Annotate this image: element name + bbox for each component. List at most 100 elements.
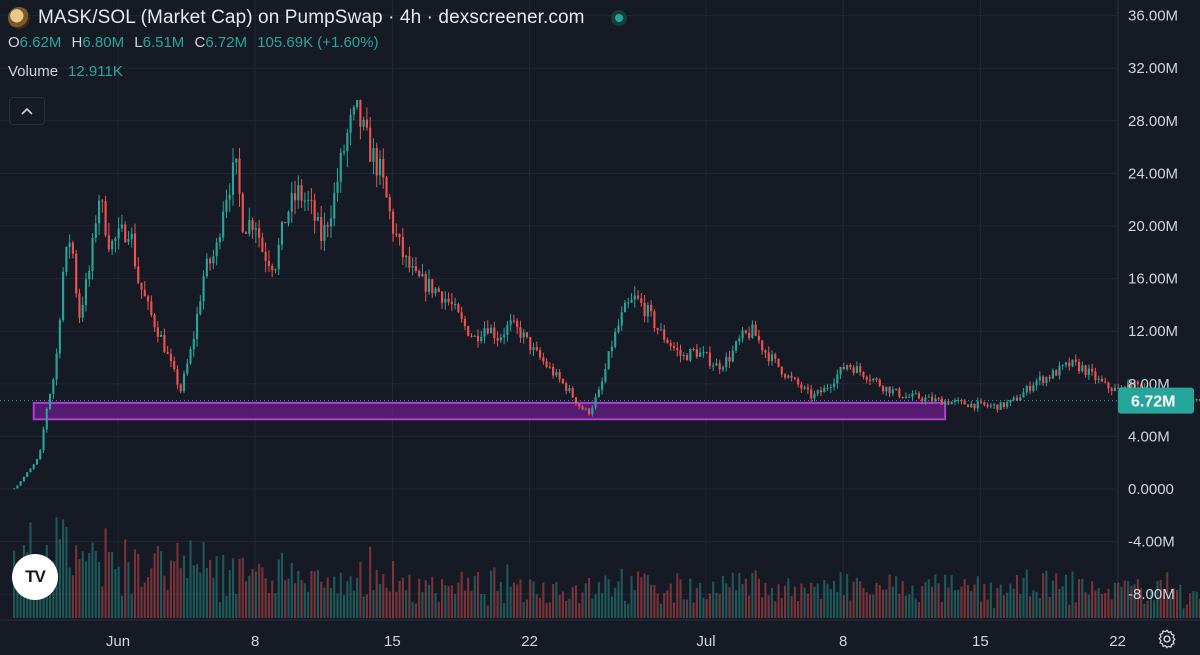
candle-body[interactable]	[101, 200, 104, 202]
candle-body[interactable]	[189, 349, 192, 364]
candle-body[interactable]	[228, 194, 231, 200]
candle-body[interactable]	[571, 388, 574, 398]
candle-body[interactable]	[875, 378, 878, 380]
candle-body[interactable]	[111, 240, 114, 250]
candle-body[interactable]	[13, 488, 16, 490]
candle-body[interactable]	[610, 346, 613, 352]
candle-body[interactable]	[555, 372, 558, 376]
candle-body[interactable]	[137, 266, 140, 283]
candle-body[interactable]	[476, 335, 480, 342]
candle-body[interactable]	[163, 334, 166, 352]
candle-body[interactable]	[29, 468, 32, 473]
candle-body[interactable]	[195, 314, 199, 339]
candle-body[interactable]	[444, 298, 447, 303]
candle-body[interactable]	[669, 343, 672, 347]
candle-body[interactable]	[927, 396, 930, 398]
candle-body[interactable]	[663, 329, 666, 340]
candle-body[interactable]	[463, 319, 466, 327]
candle-body[interactable]	[424, 273, 427, 292]
candle-body[interactable]	[356, 100, 359, 108]
candle-body[interactable]	[369, 127, 372, 162]
candle-body[interactable]	[336, 181, 339, 193]
candle-body[interactable]	[659, 329, 662, 331]
candle-body[interactable]	[405, 255, 408, 258]
candle-body[interactable]	[218, 237, 221, 243]
candle-body[interactable]	[601, 381, 604, 390]
candle-body[interactable]	[810, 389, 813, 399]
candle-body[interactable]	[1071, 359, 1074, 367]
candle-body[interactable]	[264, 251, 267, 261]
candle-body[interactable]	[640, 298, 643, 303]
candle-body[interactable]	[473, 335, 476, 337]
candle-body[interactable]	[947, 401, 950, 405]
candle-body[interactable]	[104, 201, 107, 236]
candle-body[interactable]	[26, 472, 29, 477]
candle-body[interactable]	[117, 228, 120, 239]
candle-body[interactable]	[898, 388, 901, 397]
candle-body[interactable]	[832, 383, 836, 387]
candle-body[interactable]	[1032, 385, 1035, 391]
candle-body[interactable]	[878, 379, 881, 387]
candle-body[interactable]	[499, 337, 502, 341]
candle-body[interactable]	[179, 384, 182, 392]
candle-body[interactable]	[535, 347, 538, 351]
candle-body[interactable]	[979, 401, 983, 403]
candle-body[interactable]	[565, 383, 568, 391]
candle-body[interactable]	[797, 378, 800, 385]
candle-body[interactable]	[525, 332, 529, 338]
candle-body[interactable]	[934, 398, 937, 402]
candle-body[interactable]	[532, 347, 535, 351]
candle-body[interactable]	[205, 258, 208, 277]
candle-body[interactable]	[708, 352, 711, 366]
candle-body[interactable]	[891, 389, 894, 394]
candle-body[interactable]	[346, 132, 349, 152]
candle-body[interactable]	[1074, 359, 1077, 362]
candle-body[interactable]	[862, 371, 865, 378]
candle-body[interactable]	[715, 363, 718, 366]
candle-body[interactable]	[199, 301, 202, 315]
candle-body[interactable]	[293, 193, 297, 201]
candle-body[interactable]	[251, 220, 254, 230]
candle-body[interactable]	[166, 351, 169, 354]
candle-body[interactable]	[496, 337, 499, 341]
candle-body[interactable]	[434, 288, 437, 294]
candle-body[interactable]	[169, 353, 172, 361]
candle-body[interactable]	[793, 377, 796, 379]
candle-body[interactable]	[124, 224, 127, 242]
candle-body[interactable]	[1084, 365, 1087, 376]
candle-body[interactable]	[542, 357, 545, 362]
candle-body[interactable]	[617, 325, 620, 333]
candle-body[interactable]	[244, 232, 248, 234]
candle-body[interactable]	[672, 346, 676, 348]
candle-body[interactable]	[653, 311, 656, 329]
candle-body[interactable]	[787, 375, 790, 378]
candle-body[interactable]	[212, 256, 215, 264]
candle-body[interactable]	[388, 197, 391, 212]
candle-body[interactable]	[584, 408, 587, 410]
candle-body[interactable]	[68, 242, 71, 247]
candle-body[interactable]	[133, 233, 137, 267]
candle-body[interactable]	[97, 200, 101, 224]
candle-body[interactable]	[646, 305, 649, 317]
candle-body[interactable]	[1133, 381, 1136, 391]
candle-body[interactable]	[503, 334, 506, 338]
candle-body[interactable]	[1091, 368, 1094, 372]
candle-body[interactable]	[372, 148, 375, 162]
candle-body[interactable]	[460, 312, 463, 320]
candle-body[interactable]	[620, 312, 623, 326]
candle-body[interactable]	[770, 354, 774, 362]
candle-body[interactable]	[692, 348, 695, 350]
candle-body[interactable]	[225, 199, 228, 212]
candle-body[interactable]	[1195, 399, 1198, 401]
candle-body[interactable]	[42, 429, 45, 451]
candle-body[interactable]	[156, 327, 159, 337]
candle-body[interactable]	[548, 366, 551, 368]
candle-body[interactable]	[329, 218, 333, 227]
candle-body[interactable]	[607, 351, 610, 370]
candle-body[interactable]	[1061, 364, 1064, 366]
candle-body[interactable]	[721, 367, 725, 370]
candle-body[interactable]	[790, 375, 793, 378]
candle-body[interactable]	[146, 296, 150, 302]
candle-body[interactable]	[895, 388, 898, 390]
